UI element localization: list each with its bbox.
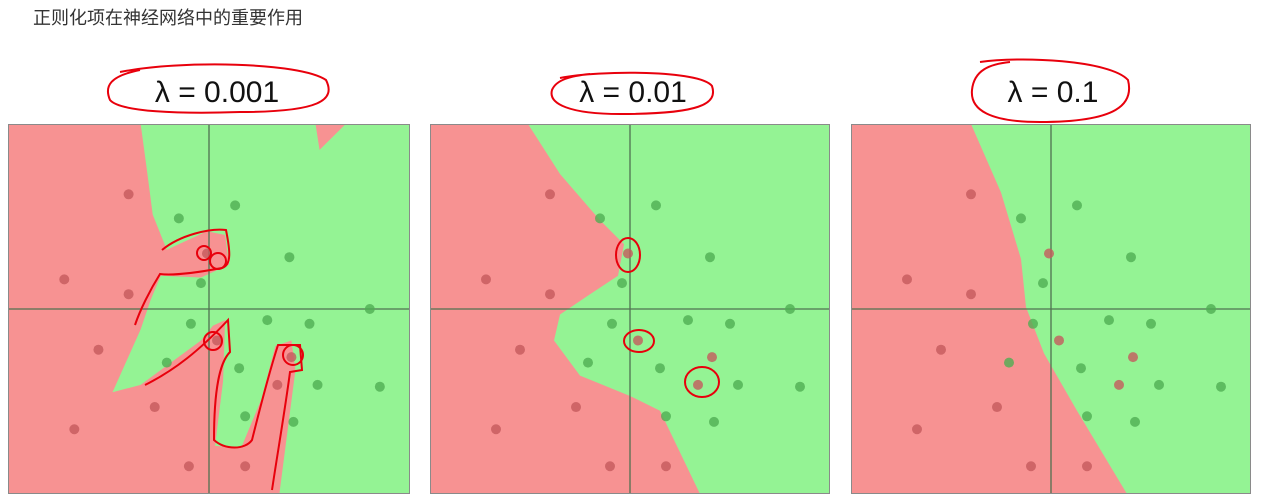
red-data-point [69,424,80,435]
green-data-point [661,411,671,422]
decision-boundary-plot-1 [8,124,410,494]
red-data-point [212,335,223,346]
green-data-point [795,381,805,392]
red-data-point [272,379,283,390]
green-data-point [262,315,273,326]
green-data-point [683,315,693,326]
green-data-point [240,411,251,422]
red-data-point [1128,352,1138,363]
red-data-point [183,461,194,472]
red-data-point [912,424,922,435]
red-data-point [902,274,912,285]
panel-title-lambda-01: λ = 0.1 [1007,76,1099,109]
red-data-point [286,352,297,363]
green-data-point [617,278,627,289]
plot-frame [8,124,410,494]
green-data-point [364,304,375,314]
green-data-point [583,357,593,368]
red-data-point [936,344,946,355]
green-data-point [1082,411,1092,422]
red-data-point [661,461,671,472]
green-data-point [1072,200,1082,211]
red-data-point [515,344,525,355]
green-data-point [655,363,665,374]
green-data-point [651,200,661,211]
green-data-point [1154,379,1164,390]
green-data-point [1004,357,1014,368]
red-data-point [623,248,633,259]
red-data-point [707,352,717,363]
green-data-point [1206,304,1216,314]
red-data-point [481,274,491,285]
red-data-point [1082,461,1092,472]
green-data-point [595,213,605,224]
red-data-point [240,461,251,472]
red-data-point [201,248,212,259]
green-data-point [284,252,295,263]
green-data-point [161,357,172,368]
green-data-point [1126,252,1136,263]
green-data-point [374,381,385,392]
red-data-point [59,274,70,285]
red-data-point [123,289,134,300]
red-data-point [571,402,581,413]
green-data-point [1216,381,1226,392]
red-data-point [123,189,134,200]
red-data-point [966,189,976,200]
green-data-point [1028,318,1038,329]
red-data-point [545,289,555,300]
red-data-point [605,461,615,472]
green-data-point [173,213,184,224]
green-data-point [312,379,323,390]
red-data-point [491,424,501,435]
slide-title: 正则化项在神经网络中的重要作用 [33,8,303,29]
plot-frame [851,124,1251,494]
red-data-point [693,379,703,390]
panel-title-lambda-0001: λ = 0.001 [154,76,280,109]
decision-boundary-plot-2 [430,124,830,494]
green-data-point [1016,213,1026,224]
red-region [8,124,296,494]
panel-title-lambda-001: λ = 0.01 [579,76,687,109]
red-data-point [966,289,976,300]
green-data-point [304,318,315,329]
green-data-point [1038,278,1048,289]
green-data-point [607,318,617,329]
red-data-point [93,344,104,355]
green-data-point [288,416,299,427]
plot-frame [430,124,830,494]
green-data-point [785,304,795,314]
green-data-point [709,416,719,427]
green-data-point [234,363,245,374]
red-data-point [1044,248,1054,259]
green-data-point [230,200,241,211]
green-data-point [1146,318,1156,329]
decision-boundary-plot-3 [851,124,1251,494]
red-data-point [1114,379,1124,390]
red-data-point [545,189,555,200]
red-data-point [1026,461,1036,472]
red-region [315,124,346,150]
red-data-point [992,402,1002,413]
red-data-point [1054,335,1064,346]
green-data-point [185,318,196,329]
red-data-point [149,402,160,413]
green-data-point [1130,416,1140,427]
green-data-point [1076,363,1086,374]
red-data-point [633,335,643,346]
green-data-point [1104,315,1114,326]
green-data-point [195,278,206,289]
green-data-point [725,318,735,329]
green-data-point [705,252,715,263]
green-data-point [733,379,743,390]
